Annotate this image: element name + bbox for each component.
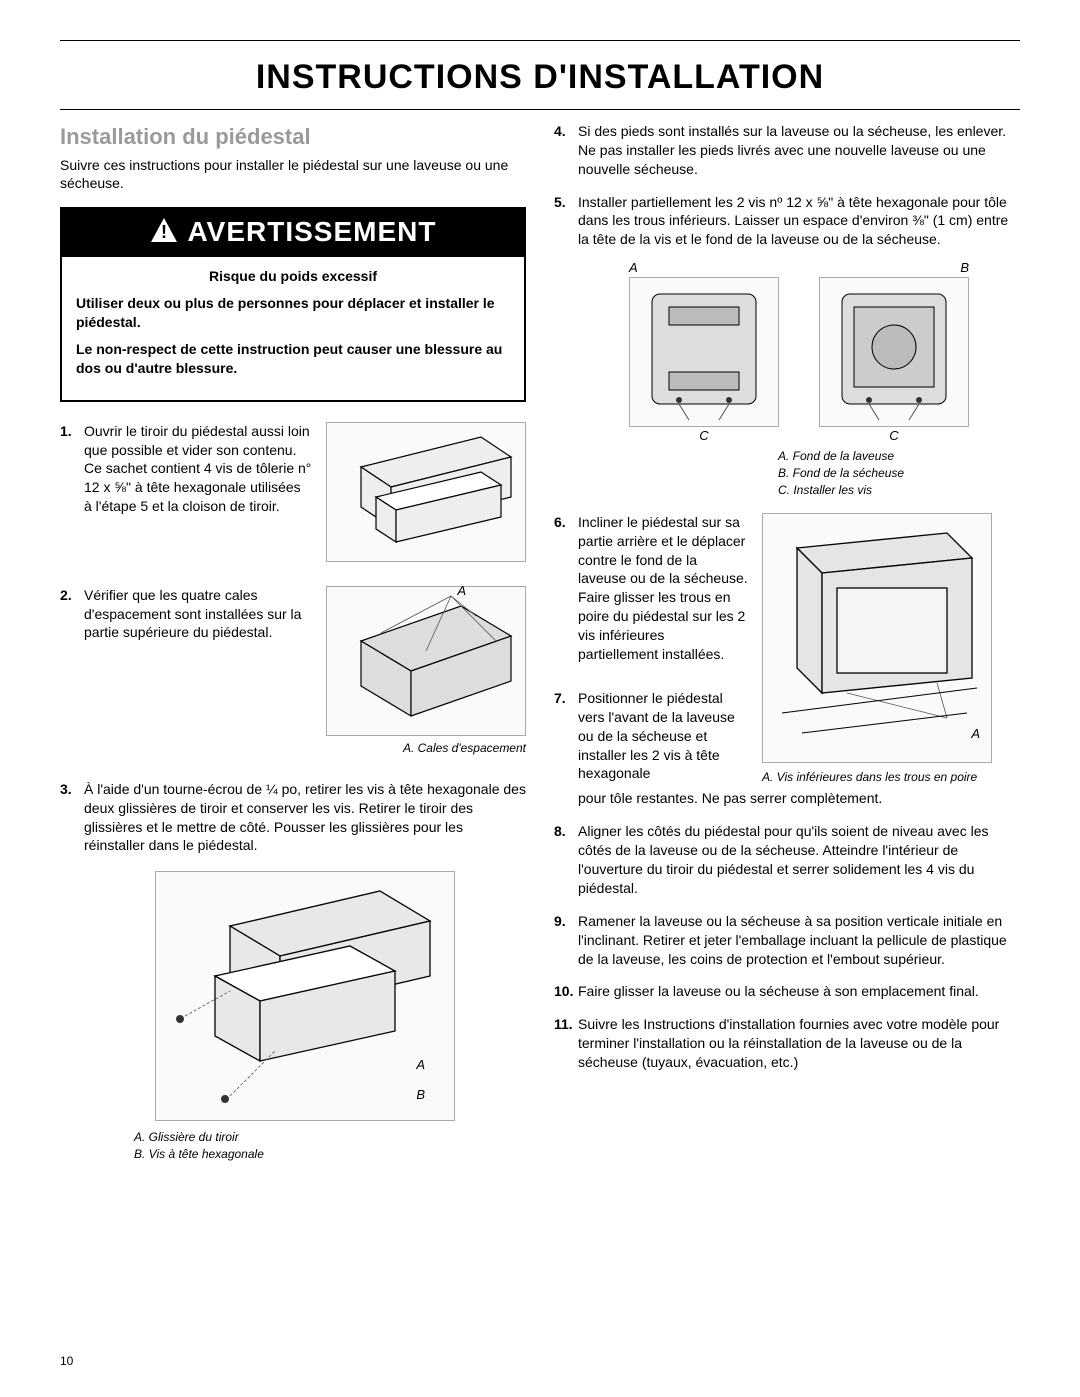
page-number: 10 — [60, 1353, 73, 1369]
step-4-text: Si des pieds sont installés sur la laveu… — [578, 122, 1020, 179]
step-2: 2. Vérifier que les quatre cales d'espac… — [60, 586, 526, 766]
step-7-text-a: Positionner le piédestal vers l'avant de… — [578, 689, 748, 783]
svg-text:!: ! — [161, 222, 167, 242]
warning-line-2: Le non-respect de cette instruction peut… — [76, 340, 510, 378]
step-5-caption-a: A. Fond de la laveuse — [778, 448, 1020, 465]
step-9-text: Ramener la laveuse ou la sécheuse à sa p… — [578, 912, 1020, 969]
step-3-figure: A B — [155, 871, 455, 1121]
two-column-layout: Installation du piédestal Suivre ces ins… — [60, 122, 1020, 1177]
figure-label-a: A — [416, 1056, 425, 1074]
right-steps-list: 4. Si des pieds sont installés sur la la… — [554, 122, 1020, 1072]
step-1: 1. Ouvrir le tiroir du piédestal aussi l… — [60, 422, 526, 572]
section-subtitle: Installation du piédestal — [60, 122, 526, 152]
step-9: 9. Ramener la laveuse ou la sécheuse à s… — [554, 912, 1020, 969]
main-title: INSTRUCTIONS D'INSTALLATION — [60, 55, 1020, 101]
step-1-text: Ouvrir le tiroir du piédestal aussi loin… — [84, 422, 312, 516]
step-content: À l'aide d'un tourne-écrou de ¼ po, reti… — [84, 780, 526, 1163]
step-content: Ouvrir le tiroir du piédestal aussi loin… — [84, 422, 526, 572]
washer-bottom-icon — [634, 282, 774, 422]
step-5-captions: A. Fond de la laveuse B. Fond de la séch… — [778, 448, 1020, 498]
step-10: 10. Faire glisser la laveuse ou la séche… — [554, 982, 1020, 1001]
warning-subtitle: Risque du poids excessif — [76, 267, 510, 286]
left-column: Installation du piédestal Suivre ces ins… — [60, 122, 526, 1177]
warning-line-1: Utiliser deux ou plus de personnes pour … — [76, 294, 510, 332]
step-6-7-figure: A A. Vis inférieures dans les trous en p… — [762, 513, 992, 785]
pedestal-tilt-icon — [767, 518, 987, 758]
step-5-caption-b: B. Fond de la sécheuse — [778, 465, 1020, 482]
dryer-bottom-icon — [824, 282, 964, 422]
right-column: 4. Si des pieds sont installés sur la la… — [554, 122, 1020, 1177]
step-number: 2. — [60, 586, 84, 766]
step-3-text: À l'aide d'un tourne-écrou de ¼ po, reti… — [84, 780, 526, 856]
diagram-label-b: B — [960, 259, 969, 277]
figure-label-a: A — [457, 582, 466, 600]
figure-label-b: B — [416, 1086, 425, 1104]
step-4: 4. Si des pieds sont installés sur la la… — [554, 122, 1020, 179]
step-1-figure — [326, 422, 526, 562]
step-5-text: Installer partiellement les 2 vis nº 12 … — [578, 193, 1020, 250]
pedestal-top-icon — [331, 591, 521, 731]
drawer-removal-icon — [160, 876, 450, 1116]
step-content: Installer partiellement les 2 vis nº 12 … — [578, 193, 1020, 499]
top-rule — [60, 40, 1020, 41]
step-2-caption: A. Cales d'espacement — [326, 740, 526, 756]
left-steps-list: 1. Ouvrir le tiroir du piédestal aussi l… — [60, 422, 526, 1163]
step-5-diagrams: A — [578, 259, 1020, 444]
warning-box: ! AVERTISSEMENT Risque du poids excessif… — [60, 207, 526, 401]
step-11-text: Suivre les Instructions d'installation f… — [578, 1015, 1020, 1072]
step-number: 4. — [554, 122, 578, 179]
warning-triangle-icon: ! — [150, 217, 178, 248]
step-11: 11. Suivre les Instructions d'installati… — [554, 1015, 1020, 1072]
step-6-text: Incliner le piédestal sur sa partie arri… — [578, 513, 748, 664]
step-number: 5. — [554, 193, 578, 499]
step-number: 10. — [554, 982, 578, 1001]
step-3-captions: A. Glissière du tiroir B. Vis à tête hex… — [134, 1129, 526, 1163]
step-number: 7. — [554, 689, 578, 808]
warning-header: ! AVERTISSEMENT — [62, 209, 524, 257]
step-number: 11. — [554, 1015, 578, 1072]
step-3-caption-b: B. Vis à tête hexagonale — [134, 1146, 526, 1163]
step-3-caption-a: A. Glissière du tiroir — [134, 1129, 526, 1146]
step-content: Vérifier que les quatre cales d'espaceme… — [84, 586, 526, 766]
step-8: 8. Aligner les côtés du piédestal pour q… — [554, 822, 1020, 898]
step-number: 3. — [60, 780, 84, 1163]
step-5: 5. Installer partiellement les 2 vis nº … — [554, 193, 1020, 499]
diagram-label-a: A — [629, 259, 638, 277]
step-2-figure: A — [326, 586, 526, 756]
pedestal-drawer-icon — [331, 427, 521, 557]
step-7-caption: A. Vis inférieures dans les trous en poi… — [762, 769, 992, 785]
diagram-label-c: C — [699, 427, 708, 445]
step-7-text-b: pour tôle restantes. Ne pas serrer compl… — [578, 789, 1020, 808]
figure-label-a: A — [971, 725, 980, 743]
step-2-text: Vérifier que les quatre cales d'espaceme… — [84, 586, 312, 643]
title-rule — [60, 109, 1020, 110]
step-8-text: Aligner les côtés du piédestal pour qu'i… — [578, 822, 1020, 898]
step-number: 9. — [554, 912, 578, 969]
step-3: 3. À l'aide d'un tourne-écrou de ¼ po, r… — [60, 780, 526, 1163]
intro-text: Suivre ces instructions pour installer l… — [60, 156, 526, 194]
diagram-label-c2: C — [889, 427, 898, 445]
step-10-text: Faire glisser la laveuse ou la sécheuse … — [578, 982, 1020, 1001]
step-number: 8. — [554, 822, 578, 898]
warning-body: Risque du poids excessif Utiliser deux o… — [62, 257, 524, 399]
step-5-caption-c: C. Installer les vis — [778, 482, 1020, 499]
step-number: 1. — [60, 422, 84, 572]
warning-header-text: AVERTISSEMENT — [188, 213, 437, 251]
